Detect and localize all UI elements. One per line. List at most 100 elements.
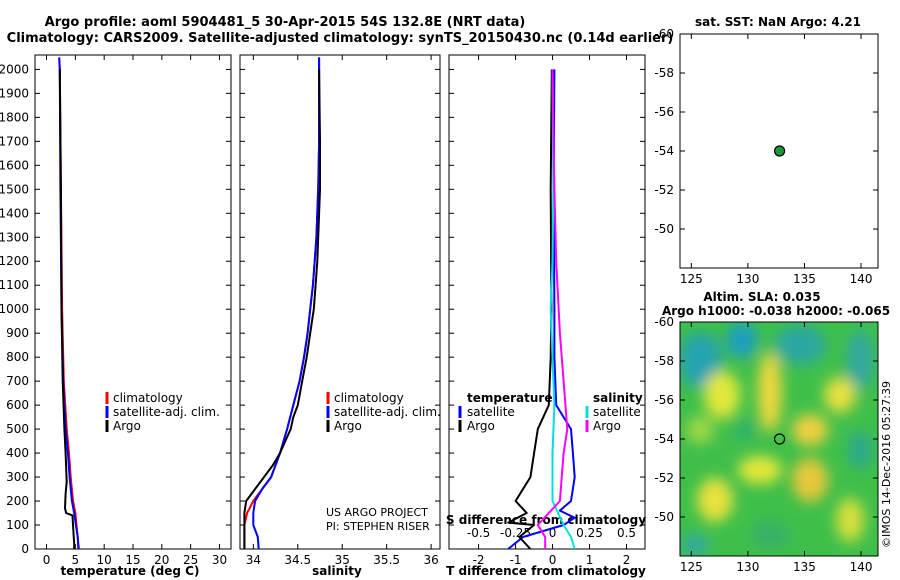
x-top-tick-label: 0 (549, 526, 557, 540)
sla-heatmap (680, 322, 878, 556)
depth-tick-label: 600 (6, 398, 29, 412)
latitude-tick-label: -50 (654, 510, 674, 524)
latitude-tick-label: -60 (654, 315, 674, 329)
series-line-s-argo (536, 69, 569, 549)
x-tick-label: 5 (72, 553, 80, 567)
sla-blob (846, 330, 874, 390)
x-top-tick-label: -0.5 (467, 526, 490, 540)
sla-blob (792, 414, 828, 446)
legend-title-temperature: temperature (467, 391, 552, 405)
sla-map-subtitle: Argo h1000: -0.038 h2000: -0.065 (662, 304, 890, 318)
title-line-1: Argo profile: aoml 5904481_5 30-Apr-2015… (45, 15, 526, 30)
x-top-tick-label: 0.5 (617, 526, 636, 540)
latitude-tick-label: -56 (654, 105, 674, 119)
x-tick-label: 15 (125, 553, 140, 567)
x-tick-label: 10 (97, 553, 112, 567)
depth-tick-label: 300 (6, 470, 29, 484)
depth-tick-label: 700 (6, 374, 29, 388)
latitude-tick-label: -50 (654, 222, 674, 236)
x-tick-label: 35 (335, 553, 350, 567)
sla-heatmap-field (680, 322, 874, 555)
temperature-legend: climatology satellite-adj. clim. Argo (105, 391, 220, 433)
sst-map-title: sat. SST: NaN Argo: 4.21 (695, 15, 861, 29)
title-line-2: Climatology: CARS2009. Satellite-adjuste… (7, 31, 674, 46)
x-tick-label: 125 (680, 272, 703, 286)
x-tick-label: 34 (246, 553, 261, 567)
pi-annotation: PI: STEPHEN RISER (326, 520, 430, 533)
sla-blob (735, 420, 755, 440)
x-tick-label: 2 (623, 553, 631, 567)
difference-panel: T difference from climatology S differen… (446, 54, 646, 578)
sla-blob (681, 535, 709, 555)
depth-tick-label: 1800 (0, 110, 29, 124)
legend-label-argo: Argo (334, 419, 362, 433)
legend-label-t-satellite: satellite (467, 405, 515, 419)
temperature-panel: temperature (deg C) climatology satellit… (0, 54, 232, 578)
series-line-t-argo (507, 69, 553, 550)
x-tick-label: 0 (549, 553, 557, 567)
salinity-panel: salinity climatology satellite-adj. clim… (239, 54, 441, 578)
series-line-argo (243, 69, 321, 549)
x-tick-label: -2 (473, 553, 485, 567)
x-top-tick-label: 0.25 (576, 526, 603, 540)
x-tick-label: 34.5 (284, 553, 311, 567)
project-annotation: US ARGO PROJECT (326, 506, 428, 519)
x-tick-label: 135 (793, 272, 816, 286)
salinity-xlabel: salinity (312, 564, 362, 578)
temperature-xlabel: temperature (deg C) (61, 564, 200, 578)
x-tick-label: 140 (850, 272, 873, 286)
latitude-tick-label: -52 (654, 183, 674, 197)
sla-blob (758, 352, 782, 432)
depth-tick-label: 1500 (0, 182, 29, 196)
x-tick-label: 20 (154, 553, 169, 567)
depth-tick-label: 1400 (0, 206, 29, 220)
credit-stamp: ©IMOS 14-Dec-2016 05:27:39 (880, 381, 893, 548)
difference-top-xlabel: S difference from climatology (446, 513, 646, 527)
depth-tick-label: 800 (6, 350, 29, 364)
latitude-tick-label: -52 (654, 471, 674, 485)
legend-label-climatology: climatology (334, 391, 404, 405)
depth-tick-label: 1100 (0, 278, 29, 292)
difference-plot-frame (448, 54, 646, 550)
x-tick-label: 125 (680, 560, 703, 574)
sla-blob (750, 521, 790, 549)
x-tick-label: 30 (212, 553, 227, 567)
salinity-plot-frame (239, 54, 441, 550)
latitude-tick-label: -54 (654, 144, 674, 158)
sla-blob (792, 458, 828, 502)
depth-tick-label: 1000 (0, 302, 29, 316)
series-line-climatology (243, 57, 321, 549)
depth-tick-label: 100 (6, 518, 29, 532)
sla-map-panel: Altim. SLA: 0.035 Argo h1000: -0.038 h20… (654, 290, 893, 574)
latitude-tick-label: -60 (654, 27, 674, 41)
sla-blob (824, 377, 856, 413)
latitude-tick-label: -54 (654, 432, 674, 446)
sla-blob (697, 478, 733, 522)
legend-label-satellite: satellite-adj. clim. (113, 405, 220, 419)
sla-blob (836, 498, 864, 542)
x-tick-label: 0 (43, 553, 51, 567)
salinity-legend: climatology satellite-adj. clim. Argo (326, 391, 441, 433)
series-line-satellite (252, 57, 321, 550)
depth-tick-label: 900 (6, 326, 29, 340)
depth-tick-label: 1700 (0, 134, 29, 148)
x-tick-label: 25 (183, 553, 198, 567)
depth-tick-label: 1900 (0, 86, 29, 100)
latitude-tick-label: -56 (654, 393, 674, 407)
sla-blob (726, 322, 758, 358)
depth-tick-label: 400 (6, 446, 29, 460)
sla-blob (738, 456, 782, 484)
difference-xlabel: T difference from climatology (446, 564, 646, 578)
x-tick-label: 35.5 (373, 553, 400, 567)
sla-blob (848, 432, 872, 468)
legend-label-satellite: satellite-adj. clim. (334, 405, 441, 419)
sla-blob (704, 371, 740, 419)
x-tick-label: 130 (736, 272, 759, 286)
legend-label-climatology: climatology (113, 391, 183, 405)
x-tick-label: 140 (850, 560, 873, 574)
x-tick-label: -1 (510, 553, 522, 567)
sla-blob (774, 325, 826, 365)
depth-tick-label: 1200 (0, 254, 29, 268)
temperature-plot-frame (34, 54, 232, 550)
legend-label-s-satellite: satellite (593, 405, 641, 419)
